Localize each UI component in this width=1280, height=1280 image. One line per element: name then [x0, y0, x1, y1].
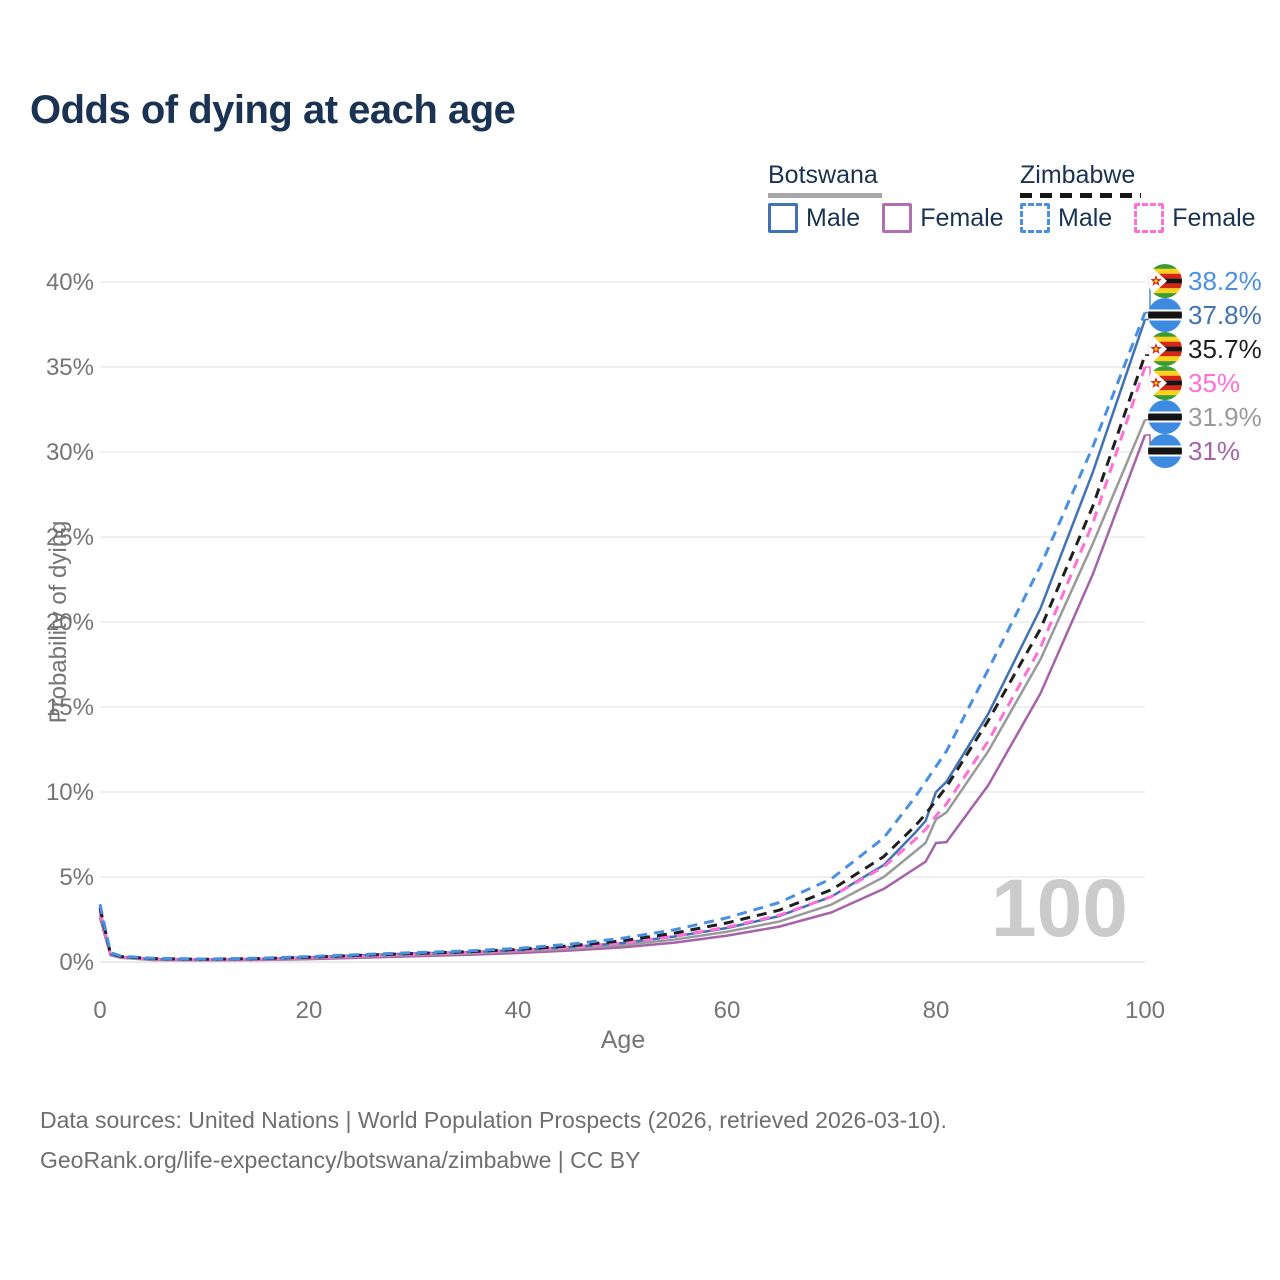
series-line-zimbabwe[interactable] [98, 354, 1147, 961]
end-value: 37.8% [1188, 299, 1262, 330]
legend-checkbox-botswana-female[interactable] [882, 203, 913, 233]
y-tick-5: 5% [59, 864, 94, 891]
data-sources-text: Data sources: United Nations | World Pop… [40, 1107, 947, 1133]
legend-label[interactable]: Male [806, 203, 861, 232]
end-value: 31% [1188, 435, 1241, 466]
x-tick-80: 80 [922, 997, 950, 1024]
legend-country-botswana[interactable]: Botswana [768, 161, 878, 189]
series-line-botswana-female[interactable] [98, 434, 1147, 962]
x-tick-0: 0 [93, 997, 107, 1024]
legend-label[interactable]: Female [1172, 203, 1256, 232]
y-tick-15: 15% [45, 694, 94, 721]
legend-country-zimbabwe[interactable]: Zimbabwe [1020, 161, 1136, 189]
end-value: 35.7% [1188, 333, 1262, 364]
end-label-botswana-male: 37.8% [1148, 298, 1262, 332]
attribution-text: GeoRank.org/life-expectancy/botswana/zim… [40, 1147, 641, 1173]
series-line-botswana-male[interactable] [98, 318, 1147, 961]
legend-item-botswana-female[interactable]: Female [882, 203, 1004, 233]
y-tick-10: 10% [45, 779, 94, 806]
end-label-botswana-female: 31% [1148, 434, 1240, 468]
x-axis-title: Age [600, 1026, 646, 1054]
x-tick-20: 20 [295, 997, 323, 1024]
legend-checkbox-zimbabwe-male[interactable] [1020, 203, 1050, 233]
legend-label[interactable]: Male [1058, 203, 1113, 232]
series-line-zimbabwe-male[interactable] [98, 312, 1147, 961]
legend-label[interactable]: Female [920, 203, 1004, 232]
zimbabwe-flag-icon [1148, 366, 1182, 400]
botswana-flag-icon [1148, 298, 1182, 332]
y-tick-0: 0% [59, 949, 94, 976]
zimbabwe-flag-icon [1148, 264, 1182, 298]
end-label-botswana: 31.9% [1148, 400, 1262, 434]
botswana-flag-icon [1148, 400, 1182, 434]
legend-item-zimbabwe-male[interactable]: Male [1020, 203, 1112, 233]
end-value: 38.2% [1188, 265, 1262, 296]
legend-item-botswana-male[interactable]: Male [768, 203, 860, 233]
y-tick-25: 25% [45, 524, 94, 551]
zimbabwe-flag-icon [1148, 332, 1182, 366]
y-tick-30: 30% [45, 439, 94, 466]
series-line-zimbabwe-female[interactable] [98, 366, 1147, 962]
end-label-zimbabwe: 35.7% [1148, 332, 1262, 366]
end-value: 31.9% [1188, 401, 1262, 432]
series-line-botswana[interactable] [98, 419, 1147, 962]
end-value: 35% [1188, 367, 1241, 398]
age-counter-watermark: 100 [991, 863, 1128, 954]
legend-group-zimbabwe: Zimbabwe [1020, 161, 1141, 198]
legend-checkbox-zimbabwe-female[interactable] [1134, 203, 1165, 233]
x-tick-100: 100 [1124, 997, 1166, 1024]
legend-checkbox-botswana-male[interactable] [768, 203, 798, 233]
x-tick-40: 40 [504, 997, 532, 1024]
legend-line-sample-solid [768, 193, 882, 198]
legend-item-zimbabwe-female[interactable]: Female [1134, 203, 1256, 233]
y-tick-40: 40% [45, 269, 94, 296]
y-tick-20: 20% [45, 609, 94, 636]
y-tick-35: 35% [45, 354, 94, 381]
chart-title: Odds of dying at each age [30, 88, 516, 132]
legend-group-botswana: Botswana [768, 161, 882, 198]
botswana-flag-icon [1148, 434, 1182, 468]
end-label-zimbabwe-male: 38.2% [1148, 264, 1262, 298]
x-tick-60: 60 [713, 997, 741, 1024]
legend-line-sample-dashed [1020, 193, 1141, 198]
end-label-zimbabwe-female: 35% [1148, 366, 1240, 400]
